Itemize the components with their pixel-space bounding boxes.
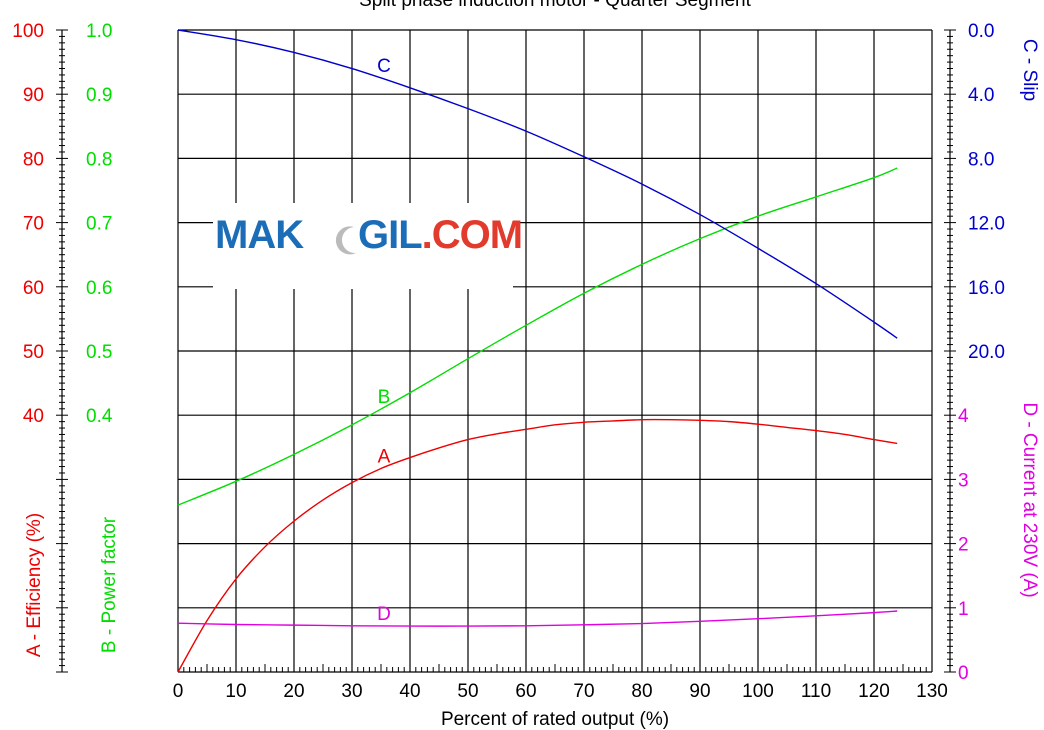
series-label-a: A <box>378 446 391 467</box>
swirl-logo-icon <box>326 215 360 270</box>
efficiency-tick-label: 90 <box>23 85 44 106</box>
slip-tick-label: 0.0 <box>968 21 994 42</box>
current-tick-label: 4 <box>958 406 969 427</box>
power-factor-tick-label: 0.7 <box>86 214 112 235</box>
series-layer: A B C D <box>177 29 898 673</box>
efficiency-axis-label: A - Efficiency (%) <box>24 513 45 657</box>
x-tick-label: 80 <box>631 681 652 702</box>
slip-tick-label: 12.0 <box>968 214 1005 235</box>
axes: 0 10 20 30 40 50 60 70 80 90 100 110 120 130100908070… <box>12 21 1005 702</box>
slip-tick-label: 16.0 <box>968 278 1005 299</box>
efficiency-tick-label: 70 <box>23 214 44 235</box>
series-line-b <box>177 167 898 506</box>
watermark-left: MAK <box>215 213 304 257</box>
slip-axis-label: C - Slip <box>1019 39 1040 101</box>
current-tick-label: 0 <box>958 663 969 684</box>
series-label-d: D <box>377 604 391 625</box>
x-tick-label: 130 <box>916 681 948 702</box>
x-tick-label: 90 <box>689 681 710 702</box>
power-factor-tick-label: 0.8 <box>86 149 112 170</box>
x-tick-label: 20 <box>283 681 304 702</box>
x-tick-label: 120 <box>858 681 890 702</box>
power-factor-tick-label: 0.5 <box>86 342 112 363</box>
power-factor-tick-label: 1.0 <box>86 21 112 42</box>
grid <box>177 29 933 673</box>
power-factor-tick-label: 0.6 <box>86 278 112 299</box>
current-axis-label: D - Current at 230V (A) <box>1019 402 1040 597</box>
slip-tick-label: 20.0 <box>968 342 1005 363</box>
power-factor-axis-label: B - Power factor <box>99 516 120 653</box>
watermark-logo: MAK GIL.COM <box>213 203 523 289</box>
x-tick-label: 70 <box>573 681 594 702</box>
x-tick-label: 100 <box>742 681 774 702</box>
series-line-c <box>177 29 898 339</box>
slip-tick-label: 4.0 <box>968 85 994 106</box>
x-tick-label: 0 <box>173 681 184 702</box>
series-line-d <box>177 610 898 627</box>
x-axis-label: Percent of rated output (%) <box>441 709 669 730</box>
current-tick-label: 1 <box>958 599 969 620</box>
x-tick-label: 10 <box>225 681 246 702</box>
x-tick-label: 60 <box>515 681 536 702</box>
x-tick-label: 40 <box>399 681 420 702</box>
x-tick-label: 50 <box>457 681 478 702</box>
efficiency-tick-label: 60 <box>23 278 44 299</box>
slip-tick-label: 8.0 <box>968 149 994 170</box>
x-tick-label: 30 <box>341 681 362 702</box>
series-line-a <box>177 418 898 673</box>
efficiency-tick-label: 100 <box>12 21 44 42</box>
efficiency-tick-label: 40 <box>23 406 44 427</box>
series-label-b: B <box>378 387 391 408</box>
power-factor-tick-label: 0.4 <box>86 406 113 427</box>
power-factor-tick-label: 0.9 <box>86 85 112 106</box>
watermark-right: GIL.COM <box>358 213 523 257</box>
current-tick-label: 2 <box>958 535 969 556</box>
series-label-c: C <box>377 56 391 77</box>
current-tick-label: 3 <box>958 470 969 491</box>
chart-title: Split phase induction motor - Quarter Se… <box>359 0 752 11</box>
x-tick-label: 110 <box>801 681 831 702</box>
efficiency-tick-label: 80 <box>23 149 44 170</box>
efficiency-tick-label: 50 <box>23 342 44 363</box>
